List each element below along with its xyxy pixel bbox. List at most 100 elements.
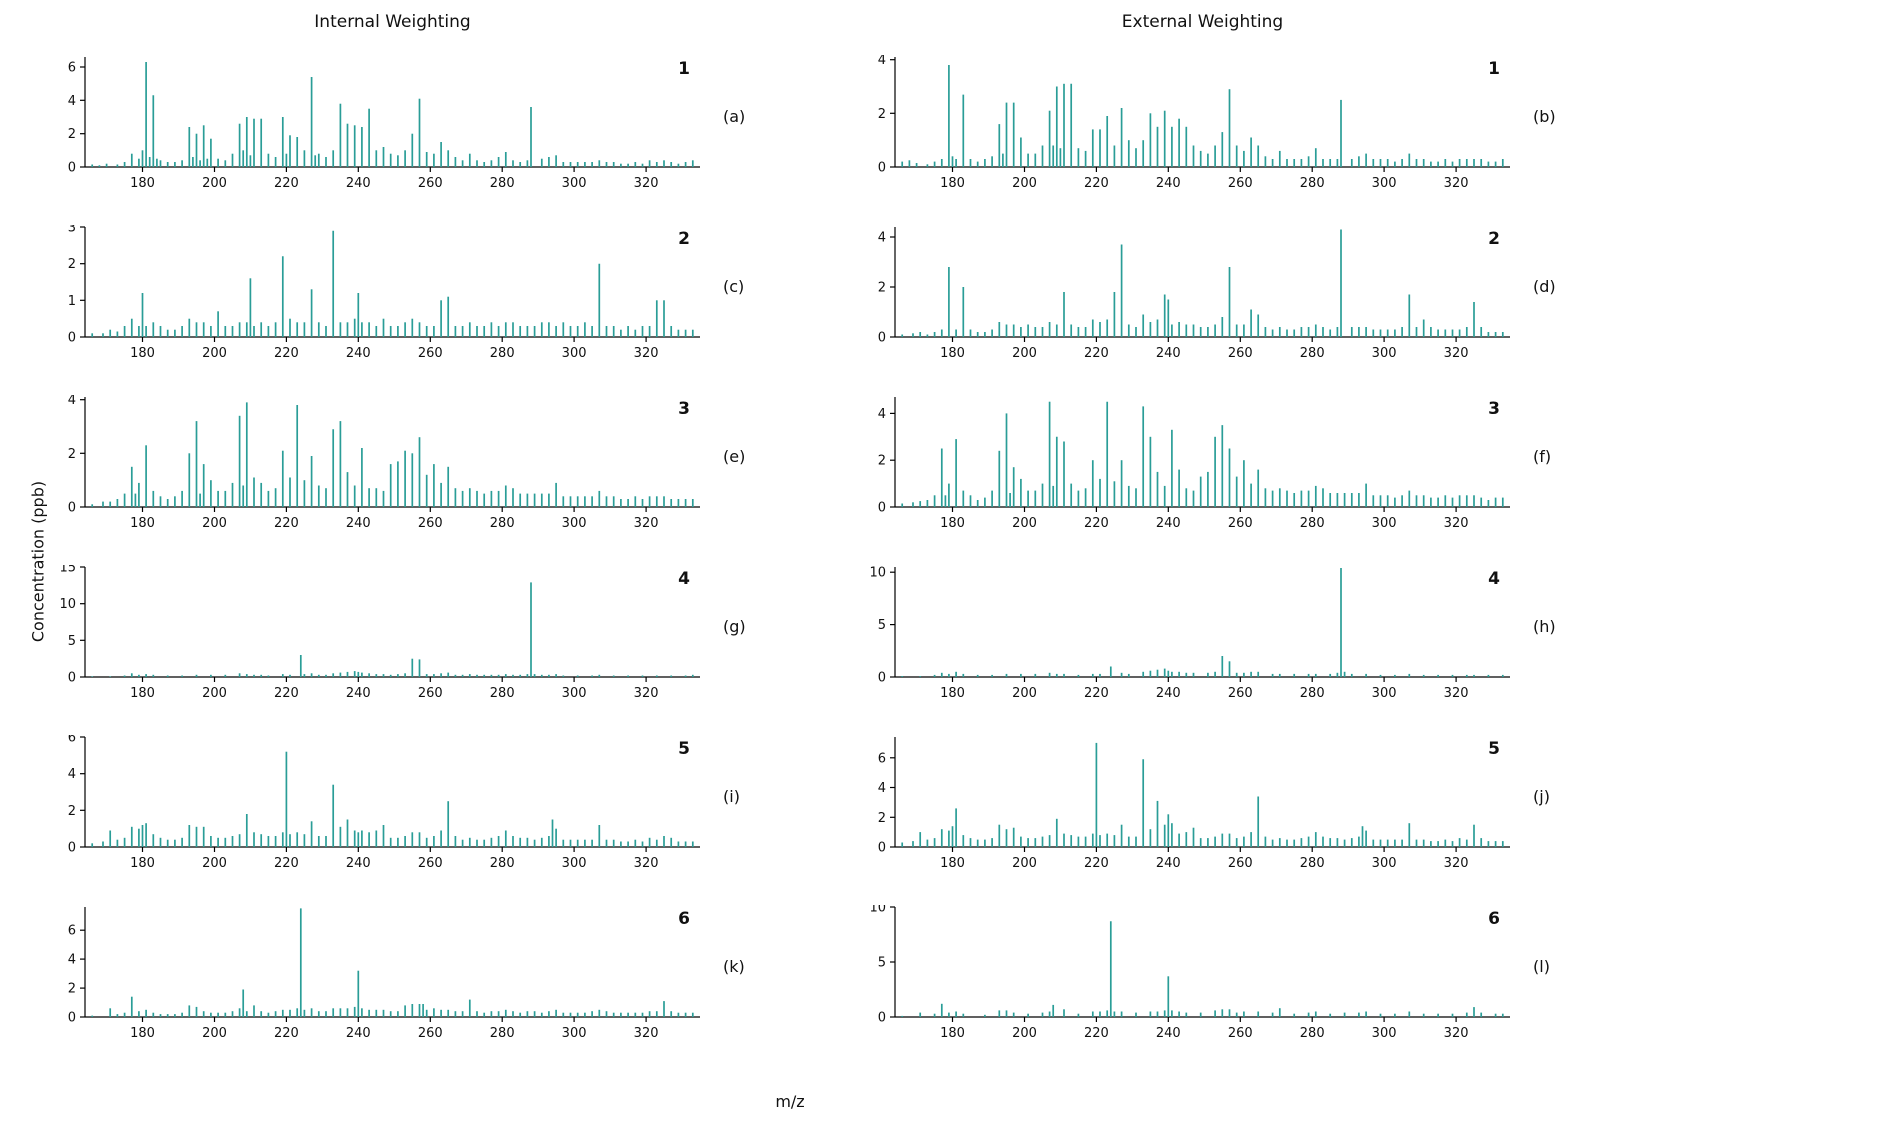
panel-letter: (e) [723, 447, 746, 466]
svg-text:180: 180 [130, 176, 155, 191]
svg-text:0: 0 [68, 331, 76, 346]
svg-text:0: 0 [878, 501, 886, 516]
svg-text:4: 4 [878, 231, 886, 246]
svg-text:320: 320 [1444, 516, 1469, 531]
svg-text:320: 320 [634, 856, 659, 871]
svg-text:6: 6 [878, 751, 886, 766]
svg-text:10: 10 [869, 905, 886, 916]
svg-text:200: 200 [1012, 516, 1037, 531]
svg-text:5: 5 [878, 956, 886, 971]
svg-text:180: 180 [940, 516, 965, 531]
svg-text:200: 200 [202, 686, 227, 701]
svg-text:3: 3 [68, 225, 76, 236]
svg-text:200: 200 [202, 516, 227, 531]
svg-text:240: 240 [1156, 346, 1181, 361]
svg-text:260: 260 [1228, 176, 1253, 191]
svg-text:320: 320 [1444, 346, 1469, 361]
svg-text:280: 280 [1300, 1026, 1325, 1041]
svg-text:10: 10 [59, 597, 76, 612]
sample-number: 3 [1488, 399, 1500, 419]
svg-text:240: 240 [1156, 856, 1181, 871]
panel-a: 180 200 220 240 260 280 300 320 0 2 4 6 1 (a) [35, 55, 780, 195]
svg-text:200: 200 [202, 176, 227, 191]
spectrum-plot-g: 180 200 220 240 260 280 300 320 0 5 10 15 [59, 565, 700, 701]
sample-number: 2 [678, 229, 690, 249]
svg-text:2: 2 [68, 447, 76, 462]
svg-text:300: 300 [1372, 176, 1397, 191]
svg-text:220: 220 [274, 346, 299, 361]
panel-letter: (j) [1533, 787, 1550, 806]
svg-text:6: 6 [68, 735, 76, 746]
svg-text:200: 200 [1012, 176, 1037, 191]
svg-text:280: 280 [1300, 856, 1325, 871]
svg-text:220: 220 [1084, 856, 1109, 871]
svg-text:280: 280 [490, 686, 515, 701]
svg-text:320: 320 [1444, 686, 1469, 701]
svg-text:240: 240 [346, 686, 371, 701]
svg-text:180: 180 [940, 346, 965, 361]
svg-text:0: 0 [68, 841, 76, 856]
panel-f: 180 200 220 240 260 280 300 320 0 2 4 3 (f) [845, 395, 1590, 535]
spectrum-plot-l: 180 200 220 240 260 280 300 320 0 5 10 [869, 905, 1510, 1041]
svg-text:200: 200 [202, 346, 227, 361]
svg-text:180: 180 [940, 686, 965, 701]
svg-text:300: 300 [562, 1026, 587, 1041]
svg-text:300: 300 [1372, 856, 1397, 871]
sample-number: 4 [1488, 569, 1500, 589]
svg-text:180: 180 [940, 176, 965, 191]
spectrum-plot-c: 180 200 220 240 260 280 300 320 0 1 2 3 [68, 225, 700, 361]
svg-text:200: 200 [1012, 686, 1037, 701]
svg-text:180: 180 [130, 1026, 155, 1041]
panel-k: 180 200 220 240 260 280 300 320 0 2 4 6 6 (k) [35, 905, 780, 1045]
svg-text:280: 280 [1300, 686, 1325, 701]
svg-text:200: 200 [1012, 856, 1037, 871]
svg-text:280: 280 [490, 856, 515, 871]
svg-text:15: 15 [59, 565, 76, 576]
sample-number: 4 [678, 569, 690, 589]
svg-text:260: 260 [418, 516, 443, 531]
svg-text:320: 320 [1444, 1026, 1469, 1041]
svg-text:180: 180 [130, 686, 155, 701]
svg-text:2: 2 [68, 257, 76, 272]
svg-text:300: 300 [1372, 346, 1397, 361]
panel-letter: (f) [1533, 447, 1552, 466]
panel-e: 180 200 220 240 260 280 300 320 0 2 4 3 (e) [35, 395, 780, 535]
panel-i: 180 200 220 240 260 280 300 320 0 2 4 6 5 (i) [35, 735, 780, 875]
panel-letter: (a) [723, 107, 746, 126]
svg-text:2: 2 [68, 804, 76, 819]
svg-text:1: 1 [68, 294, 76, 309]
sample-number: 5 [1488, 739, 1500, 759]
svg-text:300: 300 [1372, 686, 1397, 701]
svg-text:0: 0 [878, 841, 886, 856]
svg-text:260: 260 [1228, 516, 1253, 531]
panel-letter: (g) [723, 617, 746, 636]
svg-text:320: 320 [1444, 176, 1469, 191]
svg-text:240: 240 [346, 176, 371, 191]
svg-text:6: 6 [68, 61, 76, 76]
svg-text:200: 200 [1012, 346, 1037, 361]
svg-text:0: 0 [878, 331, 886, 346]
svg-text:220: 220 [1084, 176, 1109, 191]
svg-text:4: 4 [878, 407, 886, 422]
svg-text:0: 0 [68, 161, 76, 176]
svg-text:260: 260 [1228, 346, 1253, 361]
svg-text:260: 260 [418, 856, 443, 871]
svg-text:320: 320 [634, 1026, 659, 1041]
panel-letter: (k) [723, 957, 745, 976]
svg-text:300: 300 [562, 686, 587, 701]
svg-text:240: 240 [346, 346, 371, 361]
spectrum-plot-d: 180 200 220 240 260 280 300 320 0 2 4 [878, 227, 1510, 361]
svg-text:180: 180 [940, 856, 965, 871]
svg-text:180: 180 [940, 1026, 965, 1041]
svg-text:260: 260 [418, 686, 443, 701]
svg-text:240: 240 [346, 856, 371, 871]
sample-number: 2 [1488, 229, 1500, 249]
svg-text:280: 280 [490, 346, 515, 361]
spectrum-plot-f: 180 200 220 240 260 280 300 320 0 2 4 [878, 397, 1510, 531]
panel-letter: (l) [1533, 957, 1550, 976]
svg-text:320: 320 [1444, 856, 1469, 871]
svg-text:5: 5 [68, 634, 76, 649]
svg-text:0: 0 [68, 1011, 76, 1026]
spectrum-plot-k: 180 200 220 240 260 280 300 320 0 2 4 6 [68, 907, 700, 1041]
svg-text:4: 4 [68, 767, 76, 782]
